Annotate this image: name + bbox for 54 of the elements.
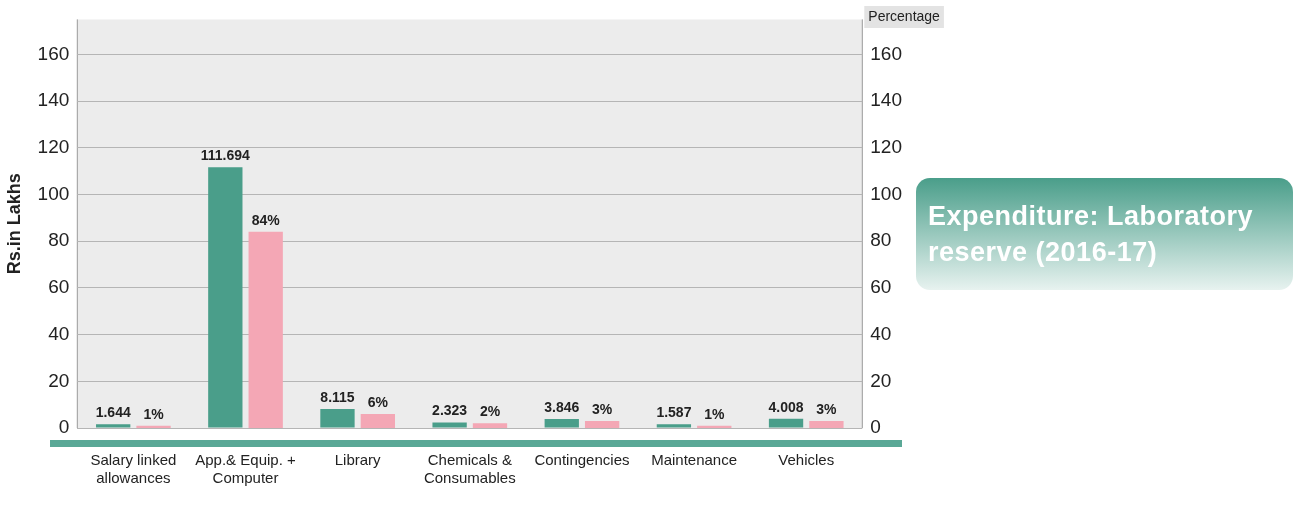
y2-tick-label: 140 bbox=[870, 89, 902, 111]
data-label: 3% bbox=[592, 400, 613, 417]
bar bbox=[208, 167, 243, 428]
y-tick-label: 100 bbox=[37, 182, 70, 204]
y-tick-label: 80 bbox=[48, 229, 70, 251]
bar bbox=[432, 422, 467, 428]
y-tick-label: 140 bbox=[37, 89, 70, 111]
y-tick-label: 20 bbox=[48, 369, 70, 391]
bar bbox=[656, 424, 692, 428]
data-label: 1% bbox=[143, 405, 165, 422]
y2-tick-label: 80 bbox=[870, 229, 892, 251]
y2-tick-label: 0 bbox=[870, 416, 881, 438]
x-tick-label: Maintenance bbox=[651, 451, 738, 469]
bar bbox=[584, 421, 620, 428]
data-label: 1% bbox=[704, 405, 725, 422]
data-label: 111.694 bbox=[200, 147, 251, 164]
y2-axis-title: Percentage bbox=[868, 7, 941, 24]
y-tick-label: 160 bbox=[37, 42, 70, 64]
y-tick-label: 0 bbox=[58, 416, 70, 438]
data-label: 1.644 bbox=[95, 404, 131, 421]
bar bbox=[809, 421, 844, 428]
text: Expenditure: Laboratory reserve (2016-17) bbox=[916, 178, 1293, 290]
y2-tick-label: 20 bbox=[870, 369, 892, 391]
bar bbox=[360, 413, 395, 428]
y2-tick-label: 100 bbox=[870, 182, 902, 204]
bar bbox=[248, 231, 283, 428]
data-label: 3% bbox=[816, 400, 838, 417]
x-tick-label: Salary linked allowances bbox=[90, 451, 177, 487]
data-label: 4.008 bbox=[768, 398, 804, 415]
bar bbox=[472, 423, 508, 428]
data-label: 84% bbox=[251, 211, 281, 228]
y2-tick-label: 40 bbox=[870, 322, 892, 344]
data-label: 3.846 bbox=[544, 398, 580, 415]
y-axis-title: Rs.in Lakhs bbox=[3, 173, 24, 275]
y2-tick-label: 160 bbox=[870, 42, 902, 64]
data-label: 8.115 bbox=[320, 388, 355, 405]
bar bbox=[544, 419, 579, 428]
bar bbox=[96, 424, 131, 428]
x-tick-label: Chemicals & Consumables bbox=[423, 451, 516, 487]
x-tick-label: Contingencies bbox=[534, 451, 630, 469]
y-tick-label: 40 bbox=[48, 322, 70, 344]
data-label: 6% bbox=[367, 393, 389, 410]
data-label: 1.587 bbox=[656, 404, 692, 421]
data-label: 2.323 bbox=[432, 402, 468, 419]
x-tick-label: App.& Equip. + Computer bbox=[195, 451, 296, 487]
y2-tick-label: 120 bbox=[870, 136, 902, 158]
x-tick-label: Vehicles bbox=[778, 451, 835, 469]
data-label: 2% bbox=[479, 403, 501, 420]
y-tick-label: 60 bbox=[48, 276, 70, 298]
y-tick-label: 120 bbox=[37, 136, 70, 158]
bar bbox=[320, 409, 355, 428]
bar bbox=[768, 418, 804, 428]
x-tick-label: Library bbox=[334, 451, 382, 469]
y2-tick-label: 60 bbox=[870, 276, 892, 298]
